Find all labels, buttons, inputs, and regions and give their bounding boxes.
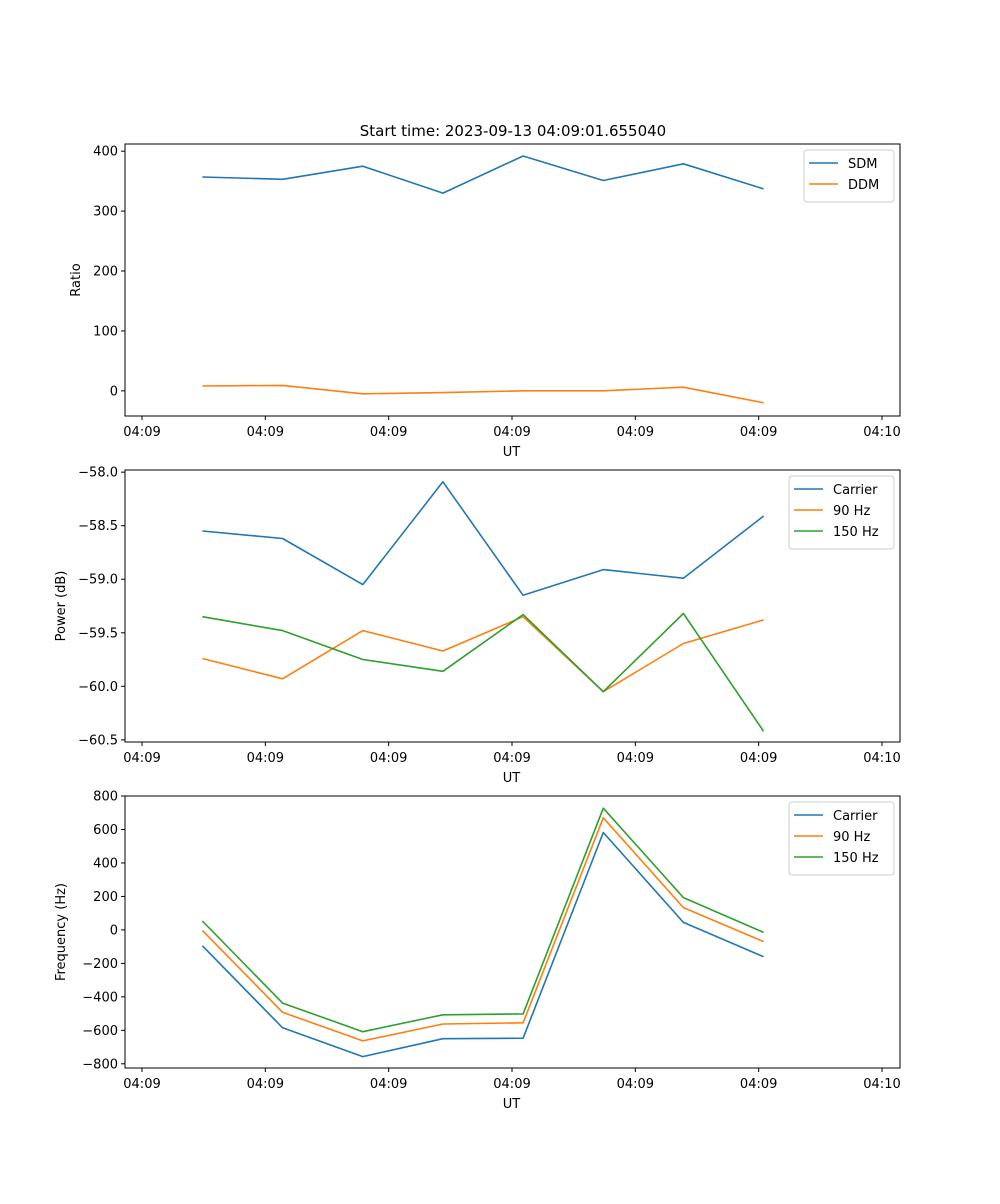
x-tick-label: 04:09 (370, 1077, 407, 1092)
y-tick-label: −800 (82, 1057, 118, 1072)
x-tick-label: 04:10 (863, 425, 900, 440)
legend-label: 150 Hz (833, 851, 879, 866)
y-tick-label: 400 (93, 145, 118, 160)
y-tick-label: −60.5 (78, 733, 118, 748)
x-tick-label: 04:09 (493, 1077, 530, 1092)
figure-title: Start time: 2023-09-13 04:09:01.655040 (360, 122, 666, 140)
y-tick-label: −59.5 (78, 626, 118, 641)
y-tick-label: 300 (93, 205, 118, 220)
legend: Carrier 90 Hz 150 Hz (789, 476, 894, 549)
y-tick-label: 200 (93, 265, 118, 280)
y-tick-label: −59.0 (78, 573, 118, 588)
x-tick-label: 04:09 (370, 751, 407, 766)
y-tick-label: −400 (82, 990, 118, 1005)
legend-label: 150 Hz (833, 525, 879, 540)
legend-label: 90 Hz (833, 504, 870, 519)
legend-label: 90 Hz (833, 830, 870, 845)
x-tick-label: 04:10 (863, 1077, 900, 1092)
x-tick-label: 04:09 (493, 425, 530, 440)
x-axis-label: UT (503, 771, 521, 786)
y-tick-label: −58.5 (78, 519, 118, 534)
legend-label: DDM (848, 178, 879, 193)
x-tick-label: 04:09 (123, 751, 160, 766)
legend: Carrier 90 Hz 150 Hz (789, 802, 894, 875)
x-tick-label: 04:09 (247, 425, 284, 440)
x-tick-label: 04:09 (247, 751, 284, 766)
x-tick-label: 04:09 (740, 1077, 777, 1092)
y-tick-label: 200 (93, 890, 118, 905)
y-tick-label: 800 (93, 790, 118, 805)
x-axis-label: UT (503, 1097, 521, 1112)
y-axis-label: Frequency (Hz) (54, 883, 69, 981)
x-tick-label: 04:09 (493, 751, 530, 766)
x-tick-label: 04:09 (123, 425, 160, 440)
x-axis-label: UT (503, 445, 521, 460)
y-tick-label: −60.0 (78, 680, 118, 695)
y-tick-label: −600 (82, 1024, 118, 1039)
legend: SDM DDM (804, 150, 894, 202)
y-tick-label: −200 (82, 957, 118, 972)
legend-label: SDM (848, 157, 877, 172)
x-tick-label: 04:09 (247, 1077, 284, 1092)
y-tick-label: 400 (93, 856, 118, 871)
x-tick-label: 04:09 (740, 425, 777, 440)
y-tick-label: 0 (110, 923, 118, 938)
x-tick-label: 04:09 (370, 425, 407, 440)
y-tick-label: 600 (93, 823, 118, 838)
x-tick-label: 04:09 (617, 1077, 654, 1092)
y-tick-label: 0 (110, 384, 118, 399)
x-tick-label: 04:09 (123, 1077, 160, 1092)
x-tick-label: 04:09 (617, 425, 654, 440)
legend-label: Carrier (833, 809, 878, 824)
x-tick-label: 04:09 (617, 751, 654, 766)
legend-label: Carrier (833, 483, 878, 498)
y-axis-label: Ratio (69, 263, 84, 296)
y-tick-label: −58.0 (78, 466, 118, 481)
x-tick-label: 04:10 (863, 751, 900, 766)
y-tick-label: 100 (93, 324, 118, 339)
y-axis-label: Power (dB) (54, 571, 69, 642)
x-tick-label: 04:09 (740, 751, 777, 766)
